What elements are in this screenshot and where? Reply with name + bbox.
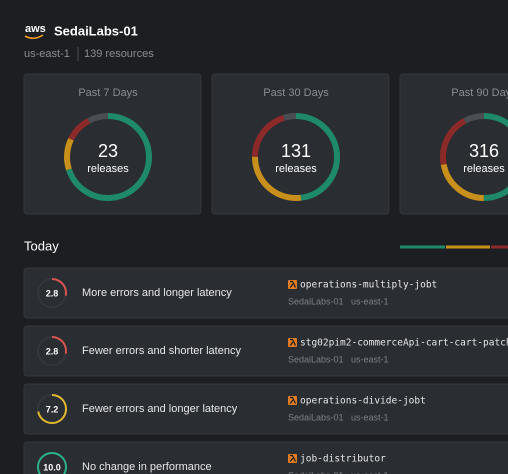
- account-title: SedaiLabs-01: [54, 23, 138, 38]
- donut-segment: [440, 113, 508, 201]
- event-account: SedaiLabs-01: [288, 354, 344, 364]
- function-name: operations-divide-jobt: [300, 396, 426, 407]
- event-description: Fewer errors and longer latency: [82, 403, 238, 415]
- lambda-glyph: [289, 396, 297, 404]
- event-description: Fewer errors and shorter latency: [82, 345, 241, 357]
- summary-card: [23, 73, 202, 215]
- function-name: job-distributor: [300, 454, 386, 465]
- card-period: Past 30 Days: [263, 87, 329, 99]
- score: 2.8: [46, 288, 59, 298]
- donut-segment: [252, 113, 340, 201]
- event-description: No change in performance: [82, 461, 212, 473]
- card-unit: releases: [463, 163, 505, 175]
- event-region: us-east-1: [351, 354, 389, 364]
- event-region: us-east-1: [351, 470, 389, 474]
- donut-segment: [64, 113, 152, 201]
- event-row: [23, 383, 508, 435]
- summary-card: [211, 73, 390, 215]
- donut-segment: [252, 113, 340, 201]
- event-account: SedaiLabs-01: [288, 412, 344, 422]
- score-arc: [37, 278, 67, 308]
- event-region: us-east-1: [351, 296, 389, 306]
- event-row: [23, 441, 508, 474]
- region: us-east-1: [24, 48, 70, 60]
- card-period: Past 90 Days: [451, 87, 508, 99]
- event-row: [23, 267, 508, 319]
- score-arc: [37, 336, 67, 366]
- function-name: stg02pim2-commerceApi-cart-cart-patch-it…: [300, 338, 508, 349]
- event-row: [23, 325, 508, 377]
- summary-card: [399, 73, 508, 215]
- function-name: operations-multiply-jobt: [300, 280, 437, 291]
- card-unit: releases: [87, 163, 129, 175]
- donut-segment: [64, 113, 152, 201]
- score-arc: [37, 394, 67, 424]
- event-description: More errors and longer latency: [82, 287, 232, 299]
- aws-logo: aws: [25, 23, 46, 35]
- card-count: 23: [98, 141, 118, 161]
- lambda-glyph: [289, 338, 297, 346]
- score: 10.0: [43, 462, 61, 472]
- donut-segment: [440, 113, 508, 201]
- section-title: Today: [24, 238, 59, 253]
- card-period: Past 7 Days: [78, 87, 138, 99]
- aws-smile: [24, 34, 44, 40]
- card-count: 131: [281, 141, 311, 161]
- score: 2.8: [46, 346, 59, 356]
- resources: 139 resources: [84, 48, 154, 60]
- card-count: 316: [469, 141, 499, 161]
- lambda-glyph: [289, 454, 297, 462]
- event-account: SedaiLabs-01: [288, 296, 344, 306]
- event-region: us-east-1: [351, 412, 389, 422]
- card-unit: releases: [275, 163, 317, 175]
- score-arc: [37, 452, 67, 474]
- score: 7.2: [46, 404, 59, 414]
- event-account: SedaiLabs-01: [288, 470, 344, 474]
- lambda-glyph: [289, 280, 297, 288]
